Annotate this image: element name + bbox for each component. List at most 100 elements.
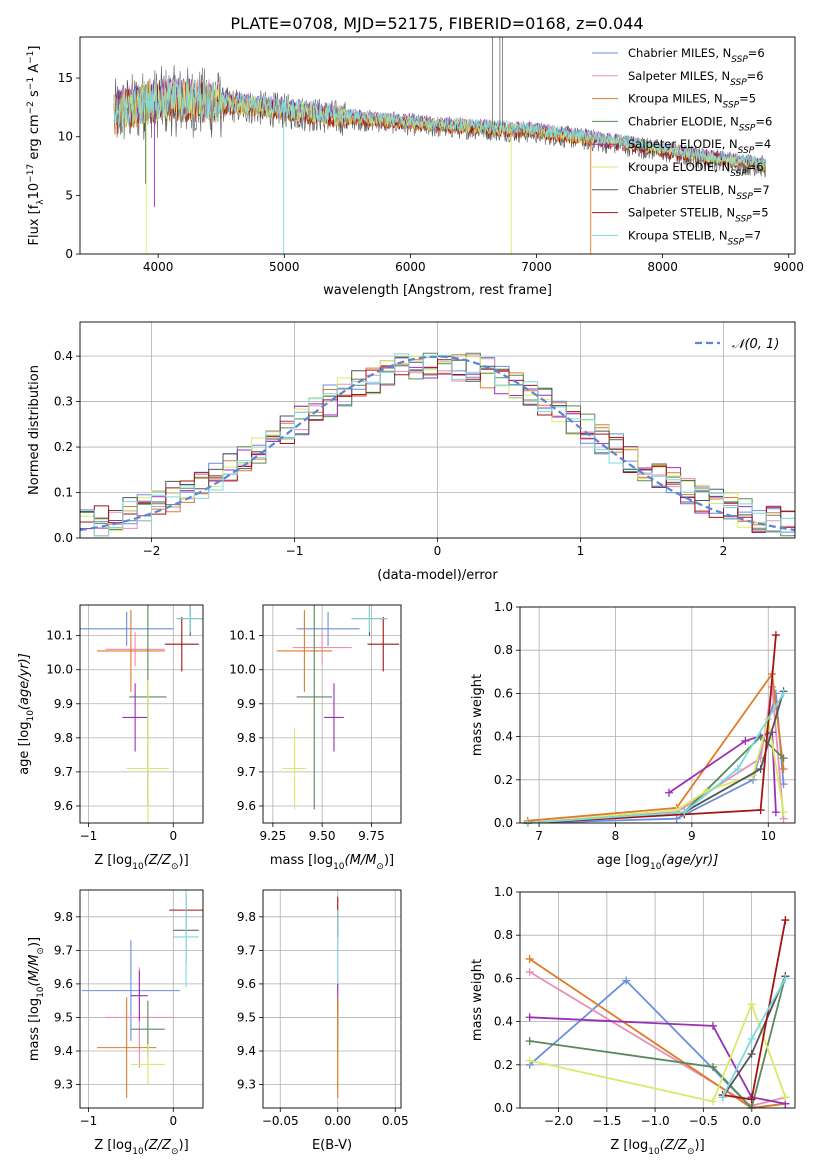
y-tick-label: 9.9 <box>54 697 73 711</box>
y-axis-label: Normed distribution <box>27 365 42 495</box>
y-tick-label: 0.8 <box>494 643 513 657</box>
series-line-kroupa_elodie <box>529 1001 787 1103</box>
y-tick-label: 9.7 <box>54 943 73 957</box>
x-tick-label: 0 <box>169 1114 177 1128</box>
axes-frame <box>262 604 402 824</box>
series-marker-salpeter_elodie <box>741 736 750 745</box>
legend-label-chabrier_stelib-part: Chabrier STELIB, N <box>628 183 736 197</box>
x-tick-label: 4000 <box>143 260 174 274</box>
x-tick-label: 0.05 <box>382 1114 409 1128</box>
mass-weight-vs-metallicity-panel: −2.0 −1.5 −1.0 −0.5 0.0 0.0 0.2 0.4 0.6 0.8 1.0 Z [… <box>470 885 796 1157</box>
legend-label-chabrier_stelib-part: =7 <box>753 183 770 197</box>
spectrum-panel: 4000 5000 6000 7000 8000 9000 0 5 10 15 wavelength… <box>26 36 804 298</box>
legend-label-kroupa_elodie-part: =6 <box>747 160 764 174</box>
legend-label-salpeter_miles-part: Salpeter MILES, N <box>628 69 730 83</box>
y-axis-label: mass weight <box>470 674 485 756</box>
x-tick-label: 9.25 <box>259 829 286 843</box>
x-axis-label-part: 10 <box>648 1147 660 1157</box>
y-axis-label-part: age [log <box>17 722 32 775</box>
axes-frame <box>79 604 204 824</box>
y-tick-label: 9.3 <box>237 1078 256 1092</box>
legend-label-salpeter_stelib: Salpeter STELIB, NSSP=5 <box>628 206 769 225</box>
x-tick-label: 10 <box>761 829 776 843</box>
series-marker-salpeter_miles <box>525 967 534 976</box>
legend-label-kroupa_elodie-part: SSP <box>730 169 747 179</box>
x-axis-label-part: )] <box>695 1138 705 1153</box>
legend-label-chabrier_elodie: Chabrier ELODIE, NSSP=6 <box>628 114 772 133</box>
x-axis-label-part: age [log <box>597 853 650 868</box>
x-axis-label: wavelength [Angstrom, rest frame] <box>323 283 552 298</box>
y-axis-label-part: −2 <box>26 101 36 114</box>
histogram-step-salpeter_elodie <box>80 357 795 533</box>
x-axis-label-part: 10 <box>132 1147 144 1157</box>
x-axis-label-part: ⊙ <box>171 862 179 872</box>
y-axis-label-part: 10 <box>27 183 42 200</box>
x-tick-label: 8000 <box>647 260 678 274</box>
y-axis-label-part: (M/M <box>27 955 42 987</box>
series-marker-kroupa_stelib <box>718 1093 727 1102</box>
x-tick-label: −1 <box>80 829 98 843</box>
legend-label-chabrier_stelib-part: SSP <box>736 192 753 202</box>
series-marker-salpeter_stelib <box>747 1095 756 1104</box>
x-axis-label-part: mass [log <box>270 853 333 868</box>
x-tick-label: 9 <box>688 829 696 843</box>
y-axis-label-part: erg cm <box>27 114 42 163</box>
x-axis-label-part: ⊙ <box>171 1147 179 1157</box>
y-axis-label: age [log10(age/yr)] <box>17 653 36 775</box>
x-tick-label: −1.5 <box>592 1114 621 1128</box>
series-marker-salpeter_elodie <box>525 1013 534 1022</box>
x-axis-label-part: (Z/Z <box>144 1138 172 1153</box>
x-axis-label-part: )] <box>384 853 394 868</box>
series-marker-kroupa_miles <box>525 954 534 963</box>
legend-label-salpeter_elodie: Salpeter ELODIE, NSSP=4 <box>628 137 771 156</box>
axes-frame <box>79 889 204 1109</box>
y-tick-label: 9.6 <box>237 799 256 813</box>
legend-label-salpeter_elodie-part: SSP <box>738 146 755 156</box>
y-axis-label-part: −1 <box>26 51 36 64</box>
legend-label-kroupa_stelib-part: SSP <box>728 237 745 247</box>
x-axis-label-part: 10 <box>333 862 345 872</box>
x-axis-label-part: 10 <box>650 862 662 872</box>
x-tick-label: 0 <box>434 544 442 558</box>
normal-curve <box>79 355 796 532</box>
x-axis-label: Z [log10(Z/Z⊙)] <box>94 853 188 872</box>
y-tick-label: 0 <box>65 247 73 261</box>
y-tick-label: 0.0 <box>54 531 73 545</box>
residual-histogram-panel: −2 −1 0 1 2 0.0 0.1 0.2 0.3 0.4 (data-model)/error… <box>27 321 796 583</box>
y-axis-label-part: s <box>27 90 42 101</box>
series-line-salpeter_stelib <box>527 635 777 823</box>
x-tick-label: −1 <box>286 544 304 558</box>
x-axis-label-part: ⊙ <box>376 862 384 872</box>
x-axis-label-part: Z [log <box>94 1138 132 1153</box>
x-tick-label: −1 <box>80 1114 98 1128</box>
x-tick-label: −2.0 <box>544 1114 573 1128</box>
x-axis-label-part: (M/M <box>345 853 377 868</box>
x-axis-label-part: )] <box>179 853 189 868</box>
y-tick-label: 1.0 <box>494 600 513 614</box>
x-tick-label: 9.50 <box>309 829 336 843</box>
x-axis-label: mass [log10(M/M⊙)] <box>270 853 394 872</box>
y-tick-label: 0.6 <box>494 971 513 985</box>
y-tick-label: 9.6 <box>237 977 256 991</box>
x-axis-label-part: Z [log <box>610 1138 648 1153</box>
x-tick-label: 9.75 <box>358 829 385 843</box>
y-tick-label: 10.1 <box>46 629 73 643</box>
y-tick-label: 15 <box>58 71 73 85</box>
y-tick-label: 9.6 <box>54 799 73 813</box>
y-tick-label: 10.0 <box>46 663 73 677</box>
y-tick-label: 0.1 <box>54 486 73 500</box>
x-tick-label: 1 <box>577 544 585 558</box>
y-tick-label: 1.0 <box>494 885 513 899</box>
figure-title: PLATE=0708, MJD=52175, FIBERID=0168, z=0… <box>230 14 643 33</box>
x-tick-label: 0.00 <box>324 1114 351 1128</box>
y-axis-label-part: Flux [f <box>27 204 42 245</box>
legend-label-kroupa_miles: Kroupa MILES, NSSP=5 <box>628 92 756 111</box>
x-axis-label-part: 10 <box>132 862 144 872</box>
y-axis-label-part: )] <box>27 937 42 947</box>
y-tick-label: 0.8 <box>494 928 513 942</box>
y-axis-label: mass [log10(M/M⊙)] <box>27 937 46 1061</box>
x-tick-label: −0.5 <box>689 1114 718 1128</box>
series-marker-chabrier_elodie <box>525 1037 534 1046</box>
series-line-chabrier_elodie <box>529 975 787 1108</box>
age-vs-metallicity-panel: −1 09.69.79.89.910.010.1Z [log10(Z/Z⊙)]ag… <box>17 604 204 872</box>
